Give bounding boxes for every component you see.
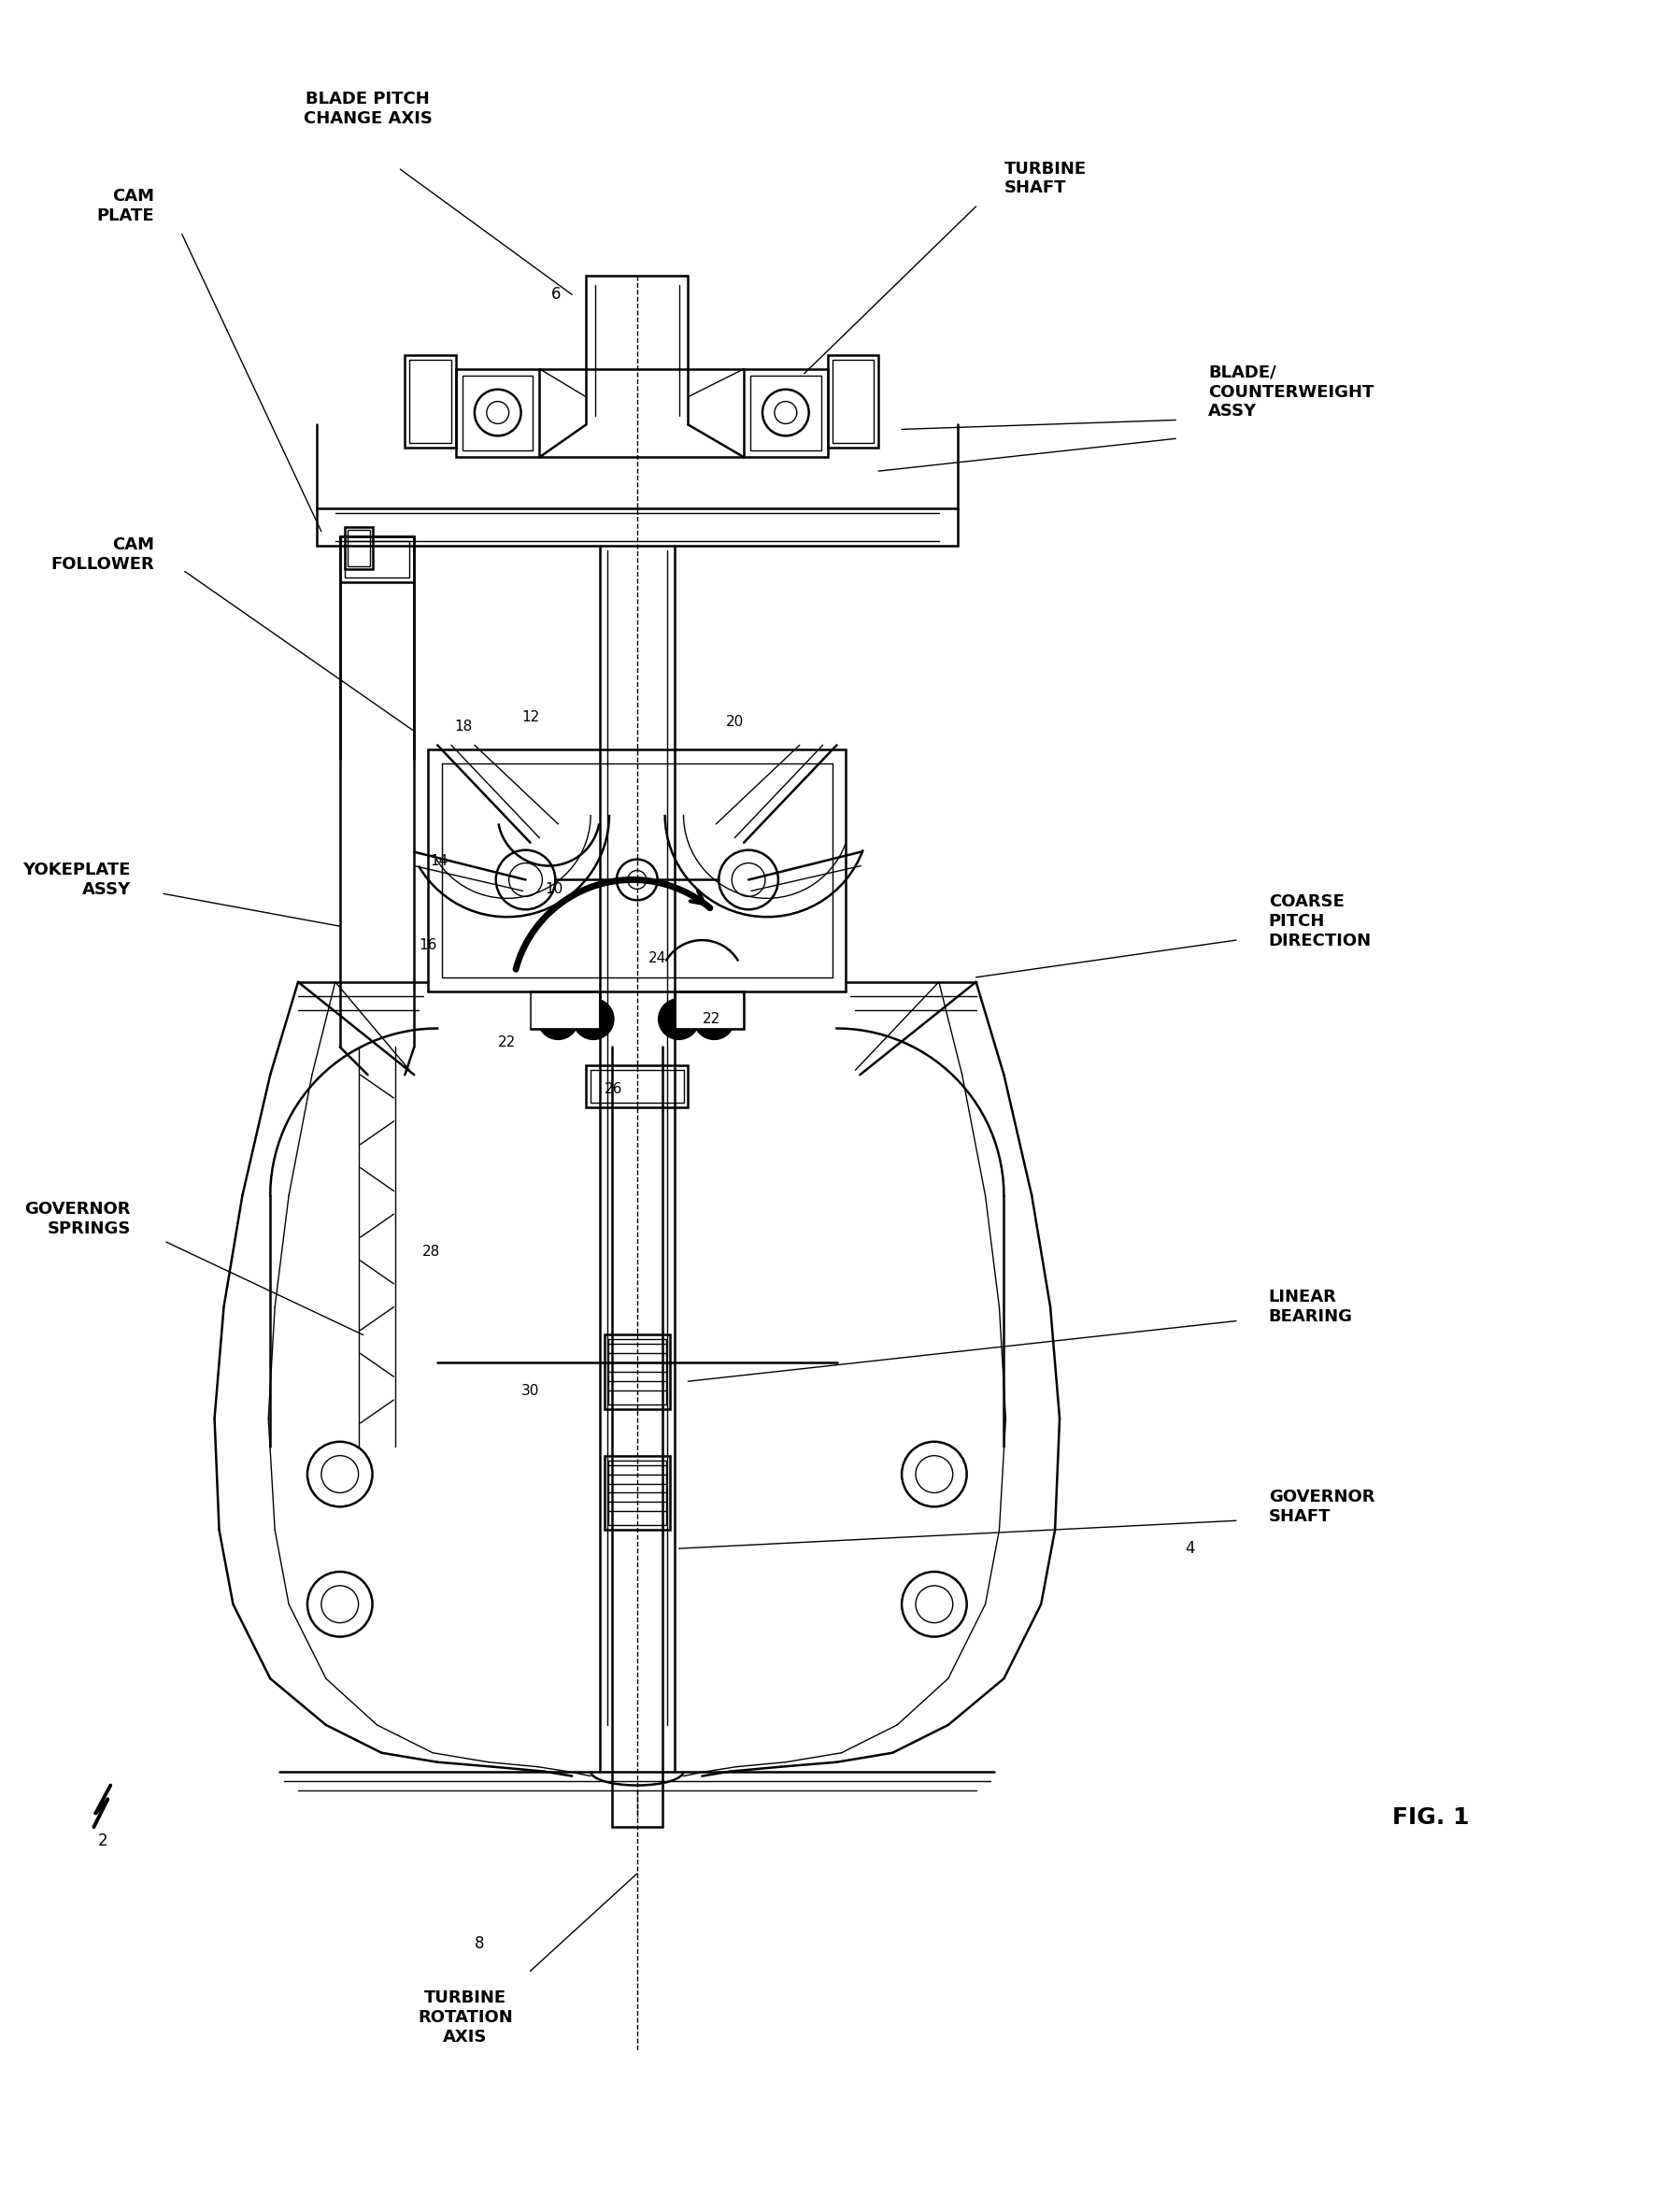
Text: YOKEPLATE
ASSY: YOKEPLATE ASSY — [24, 862, 131, 897]
Bar — [605, 1456, 670, 1529]
Bar — [533, 992, 598, 1025]
Text: 26: 26 — [605, 1081, 623, 1096]
Bar — [405, 356, 455, 449]
Bar — [348, 530, 370, 566]
Text: BLADE PITCH
CHANGE AXIS: BLADE PITCH CHANGE AXIS — [304, 91, 432, 126]
Bar — [344, 526, 373, 568]
Text: COARSE
PITCH
DIRECTION: COARSE PITCH DIRECTION — [1268, 893, 1371, 950]
Bar — [828, 356, 879, 449]
Text: BLADE/
COUNTERWEIGHT
ASSY: BLADE/ COUNTERWEIGHT ASSY — [1208, 365, 1374, 420]
Circle shape — [573, 999, 613, 1039]
Bar — [344, 541, 410, 577]
Text: 28: 28 — [422, 1244, 440, 1257]
Text: 30: 30 — [521, 1383, 539, 1397]
Text: FIG. 1: FIG. 1 — [1393, 1806, 1470, 1830]
Bar — [410, 360, 452, 444]
Text: GOVERNOR
SPRINGS: GOVERNOR SPRINGS — [25, 1200, 131, 1238]
Bar — [605, 1335, 670, 1410]
Text: TURBINE
ROTATION
AXIS: TURBINE ROTATION AXIS — [418, 1989, 512, 2046]
Text: 22: 22 — [497, 1034, 516, 1050]
Text: 22: 22 — [702, 1012, 721, 1025]
Bar — [586, 1065, 689, 1107]
Bar — [455, 369, 539, 457]
Text: 24: 24 — [648, 953, 667, 966]
Bar — [751, 376, 822, 451]
Text: 10: 10 — [546, 882, 563, 895]
Bar — [462, 376, 533, 451]
Text: 12: 12 — [521, 709, 539, 725]
Bar — [744, 369, 828, 457]
Bar — [531, 992, 600, 1028]
Bar — [608, 1461, 665, 1525]
Text: LINEAR
BEARING: LINEAR BEARING — [1268, 1288, 1352, 1326]
Bar — [339, 537, 415, 583]
Text: CAM
FOLLOWER: CAM FOLLOWER — [50, 537, 155, 572]
Bar — [675, 992, 743, 1025]
Text: 2: 2 — [97, 1832, 108, 1850]
Bar — [591, 1070, 684, 1103]
Text: 20: 20 — [726, 714, 744, 729]
Circle shape — [694, 999, 734, 1039]
Text: 14: 14 — [430, 855, 449, 869]
Circle shape — [538, 999, 578, 1039]
Text: 18: 18 — [454, 720, 472, 734]
Text: TURBINE
SHAFT: TURBINE SHAFT — [1005, 161, 1087, 197]
Bar — [674, 992, 744, 1028]
Text: CAM
PLATE: CAM PLATE — [96, 188, 155, 225]
Circle shape — [659, 999, 699, 1039]
Text: GOVERNOR
SHAFT: GOVERNOR SHAFT — [1268, 1490, 1374, 1525]
Bar — [608, 1339, 665, 1406]
Text: 4: 4 — [1184, 1540, 1194, 1556]
Text: 8: 8 — [474, 1934, 484, 1951]
Bar — [832, 360, 874, 444]
Text: 6: 6 — [551, 287, 561, 303]
Text: 16: 16 — [418, 937, 437, 953]
